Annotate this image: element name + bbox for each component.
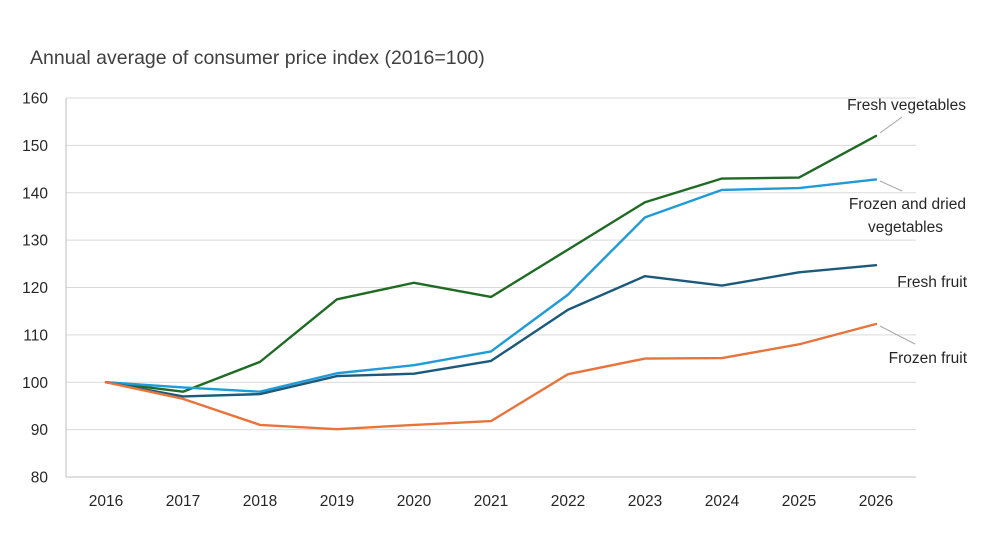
series-label: Fresh fruit xyxy=(897,274,967,291)
x-tick-label: 2021 xyxy=(474,493,508,510)
series-label-group: Frozen fruit xyxy=(879,325,968,367)
y-tick-label: 100 xyxy=(22,375,48,392)
series-label: Frozen and dried xyxy=(849,196,966,213)
leader-line xyxy=(879,325,916,345)
x-tick-label: 2020 xyxy=(397,493,432,510)
y-tick-label: 80 xyxy=(31,470,49,487)
y-tick-labels: 80 90 100 110 120 130 140 150 160 xyxy=(22,91,48,487)
series-label-group: Fresh vegetables xyxy=(847,97,966,134)
x-tick-label: 2017 xyxy=(166,493,200,510)
x-tick-label: 2019 xyxy=(320,493,354,510)
y-tick-label: 160 xyxy=(22,91,48,108)
grid-lines xyxy=(66,97,916,431)
x-tick-label: 2022 xyxy=(551,493,585,510)
series-line-fresh-vegetables xyxy=(104,134,878,393)
y-tick-label: 110 xyxy=(23,327,48,344)
series-lines xyxy=(104,134,878,431)
series-label: Fresh vegetables xyxy=(847,97,966,114)
series-label-group: Frozen and dried vegetables xyxy=(849,180,966,236)
chart-title: Annual average of consumer price index (… xyxy=(30,47,485,69)
series-label-group: Fresh fruit xyxy=(897,274,967,291)
y-tick-label: 120 xyxy=(22,280,48,297)
series-label: Frozen fruit xyxy=(889,350,968,367)
x-tick-label: 2023 xyxy=(628,493,662,510)
leader-line xyxy=(879,180,903,192)
leader-line xyxy=(879,116,903,134)
series-label: vegetables xyxy=(868,219,943,236)
axes xyxy=(65,98,916,478)
x-tick-label: 2026 xyxy=(859,493,893,510)
series-labels: Fresh vegetables Frozen and dried vegetabl… xyxy=(847,97,968,367)
x-tick-label: 2016 xyxy=(89,493,123,510)
y-tick-label: 90 xyxy=(31,422,49,439)
x-tick-label: 2018 xyxy=(243,493,277,510)
x-tick-labels: 2016 2017 2018 2019 2020 2021 2022 2023 2024 2025… xyxy=(89,493,893,510)
x-tick-label: 2025 xyxy=(782,493,816,510)
y-tick-label: 140 xyxy=(22,185,48,202)
y-tick-label: 150 xyxy=(22,138,48,155)
y-tick-label: 130 xyxy=(22,233,48,250)
x-tick-label: 2024 xyxy=(705,493,740,510)
